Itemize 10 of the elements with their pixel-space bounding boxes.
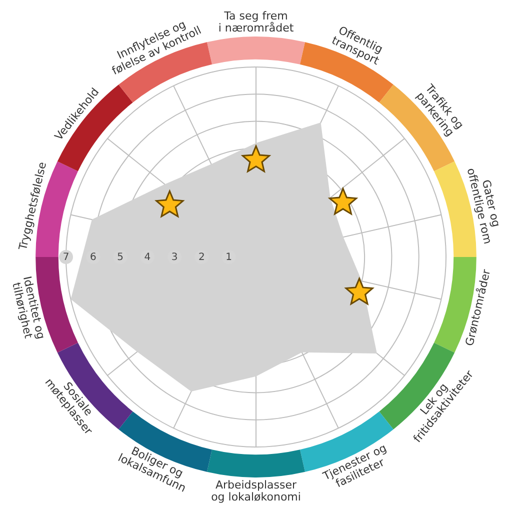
- y-tick-label: 1: [226, 252, 232, 264]
- y-tick-label: 7: [62, 252, 70, 264]
- spoke-label: Ta seg frem i nærområdet: [218, 9, 294, 34]
- y-tick-label: 2: [198, 252, 205, 264]
- spoke-label: Gater og offentlige rom: [464, 166, 503, 246]
- y-tick-label: 5: [117, 252, 124, 264]
- y-tick-label: 3: [171, 252, 178, 264]
- y-tick-label: 4: [144, 252, 151, 264]
- spoke-label: Arbeidsplasser og lokaløkonomi: [211, 478, 301, 504]
- y-tick-label: 6: [90, 252, 96, 264]
